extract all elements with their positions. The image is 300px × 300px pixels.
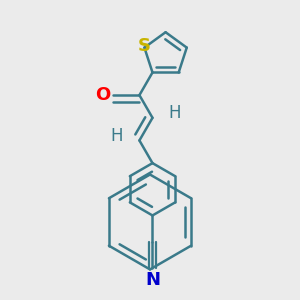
Text: N: N <box>145 271 160 289</box>
Text: H: H <box>111 127 123 145</box>
Text: O: O <box>95 86 110 104</box>
Text: H: H <box>169 104 182 122</box>
Text: S: S <box>138 37 151 55</box>
